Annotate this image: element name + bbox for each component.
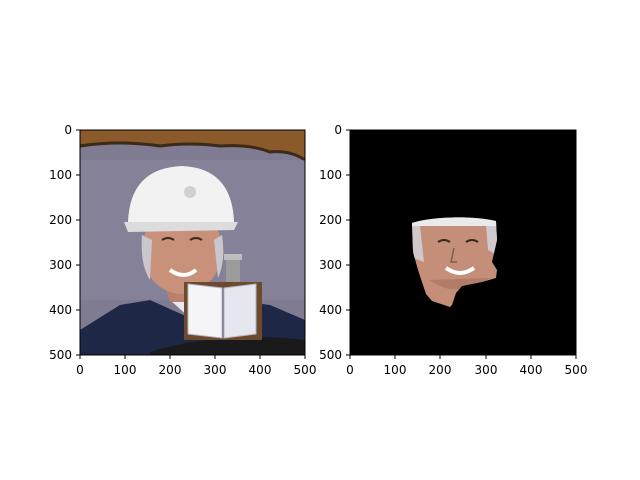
open-book-icon — [184, 282, 262, 340]
left-y-axis: 0 100 200 300 400 500 — [49, 123, 80, 362]
right-x-tick: 500 — [565, 363, 588, 377]
left-y-tick: 400 — [49, 303, 72, 317]
left-axes-frame — [79, 129, 306, 356]
left-y-tick: 500 — [49, 348, 72, 362]
right-x-axis: 0 100 200 300 400 500 — [346, 355, 587, 377]
right-y-axis: 0 100 200 300 400 500 — [319, 123, 350, 362]
right-y-tick: 300 — [319, 258, 342, 272]
original-image — [80, 130, 305, 355]
left-y-tick: 200 — [49, 213, 72, 227]
left-y-tick: 300 — [49, 258, 72, 272]
right-y-tick: 200 — [319, 213, 342, 227]
left-x-axis: 0 100 200 300 400 500 — [76, 355, 316, 377]
awning — [80, 130, 305, 160]
left-x-tick: 100 — [114, 363, 137, 377]
right-y-tick: 0 — [334, 123, 342, 137]
left-x-tick: 300 — [204, 363, 227, 377]
left-x-tick: 500 — [294, 363, 317, 377]
right-y-tick: 500 — [319, 348, 342, 362]
left-x-tick: 400 — [249, 363, 272, 377]
right-y-tick: 100 — [319, 168, 342, 182]
right-x-tick: 100 — [384, 363, 407, 377]
right-x-tick: 300 — [475, 363, 498, 377]
left-y-tick: 100 — [49, 168, 72, 182]
right-x-tick: 0 — [346, 363, 354, 377]
hard-hat — [128, 166, 234, 222]
right-axes-frame — [349, 129, 577, 356]
right-x-tick: 400 — [520, 363, 543, 377]
left-x-tick: 200 — [159, 363, 182, 377]
right-x-tick: 200 — [429, 363, 452, 377]
left-y-tick: 0 — [64, 123, 72, 137]
right-y-tick: 400 — [319, 303, 342, 317]
left-x-tick: 0 — [76, 363, 84, 377]
